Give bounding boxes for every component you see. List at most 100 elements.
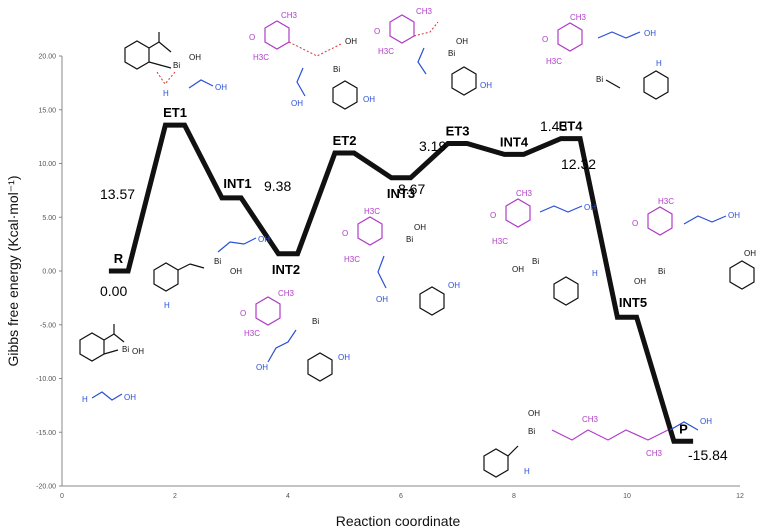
atom-h-4: H [164, 301, 170, 310]
x-tick-label: 12 [736, 493, 744, 500]
state-label-int3: INT3 [387, 186, 415, 201]
atom-oh-14: OH [338, 353, 350, 362]
atom-h3c-8: H3C [658, 197, 674, 206]
atom-bi-9: Bi [532, 257, 539, 266]
atom-bi-10: Bi [658, 267, 665, 276]
molecule-int1-top: O CH3 H3C Bi OH OH OH [249, 11, 375, 110]
atom-bi-7: Bi [312, 317, 319, 326]
atom-oh-1: OH [132, 347, 144, 356]
energy-value-labels: 0.00 13.57 9.38 8.67 3.19 1.43 12.32 -15… [100, 118, 728, 463]
state-label-int2: INT2 [272, 262, 300, 277]
y-axis-label: Gibbs free energy (Kcal·mol⁻¹) [5, 175, 21, 366]
atom-o-5: O [342, 229, 348, 238]
atom-oh-13: OH [256, 363, 268, 372]
atom-oh-20: OH [728, 211, 740, 220]
y-tick-label: -10.00 [36, 376, 56, 383]
atom-oh-10: OH [644, 29, 656, 38]
atom-ch3-7: CH3 [646, 449, 663, 458]
atom-bi-8: Bi [406, 235, 413, 244]
x-tick-label: 0 [60, 493, 64, 500]
atom-o-4: O [240, 309, 246, 318]
atom-oh-11: OH [230, 267, 242, 276]
atom-bi-2: Bi [173, 61, 180, 70]
atom-o-1: O [249, 33, 255, 42]
x-tick-label: 4 [286, 493, 290, 500]
atom-ch3-5: CH3 [516, 189, 533, 198]
atom-h-6: H [524, 467, 530, 476]
y-tick-label: 15.00 [38, 107, 56, 114]
molecule-et2-top: O CH3 H3C Bi OH OH [374, 7, 492, 96]
molecule-int3-lower: O H3C H3C Bi OH OH OH [342, 207, 460, 316]
atom-h-5: H [592, 269, 598, 278]
molecule-et1: Bi OH H OH [124, 32, 227, 98]
y-tick-label: 10.00 [38, 161, 56, 168]
atom-o-3: O [542, 35, 548, 44]
x-tick-label: 8 [512, 493, 516, 500]
energy-label-et2-et3: 3.19 [419, 138, 446, 154]
atom-ch3-3: CH3 [570, 13, 587, 22]
state-label-int1: INT1 [223, 176, 251, 191]
atom-oh-4: OH [215, 83, 227, 92]
atom-h3c-3: H3C [546, 57, 562, 66]
atom-oh-23: OH [528, 409, 540, 418]
atom-bi-5: Bi [596, 75, 603, 84]
atom-h3c-5: H3C [364, 207, 380, 216]
state-labels: R ET1 INT1 INT2 ET2 INT3 ET3 INT4 ET4 INT5 P [114, 105, 688, 436]
y-tick-label: 20.00 [38, 54, 56, 61]
atom-oh-7: OH [363, 95, 375, 104]
atom-bi-4: Bi [448, 49, 455, 58]
atom-oh-19: OH [512, 265, 524, 274]
atom-h-2: H [163, 89, 169, 98]
atom-oh-5: OH [345, 37, 357, 46]
atom-oh-16: OH [376, 295, 388, 304]
atom-oh-15: OH [414, 223, 426, 232]
atom-h3c-1: H3C [253, 53, 269, 62]
energy-label-p: -15.84 [688, 447, 728, 463]
atom-h-1: H [82, 395, 88, 404]
axes [61, 56, 740, 487]
state-label-r: R [114, 251, 124, 266]
atom-oh-22: OH [744, 249, 756, 258]
state-label-et1: ET1 [163, 105, 187, 120]
atom-oh-12: OH [258, 235, 270, 244]
atom-bi-1: Bi [122, 345, 129, 354]
x-ticks: 0 2 4 6 8 10 12 [60, 493, 744, 500]
atom-h3c-2: H3C [378, 47, 394, 56]
state-label-et4: ET4 [559, 119, 584, 134]
x-tick-label: 10 [623, 493, 631, 500]
y-tick-label: -5.00 [40, 322, 56, 329]
atom-bi-3: Bi [333, 65, 340, 74]
atom-h-3: H [656, 59, 662, 68]
atom-oh-17: OH [448, 281, 460, 290]
y-tick-label: 5.00 [42, 215, 56, 222]
state-label-int5: INT5 [619, 295, 647, 310]
x-tick-label: 6 [399, 493, 403, 500]
energy-profile-line [108, 122, 694, 444]
atom-bi-6: Bi [214, 257, 221, 266]
energy-label-r: 0.00 [100, 283, 127, 299]
energy-label-int4-et4: 1.43 [540, 118, 567, 134]
state-label-et3: ET3 [446, 124, 470, 139]
x-tick-label: 2 [173, 493, 177, 500]
energy-label-int2: 9.38 [264, 178, 291, 194]
atom-ch3-4: CH3 [278, 289, 295, 298]
state-label-et2: ET2 [333, 133, 357, 148]
atom-oh-24: OH [700, 417, 712, 426]
molecule-int2: Bi OH OH H [153, 235, 270, 310]
molecule-int5: O H3C OH Bi OH OH [632, 197, 756, 290]
energy-label-et1: 13.57 [100, 186, 135, 202]
atom-o-6: O [490, 211, 496, 220]
atom-h3c-4: H3C [244, 329, 260, 338]
atom-ch3-6: CH3 [582, 415, 599, 424]
atom-oh-3: OH [189, 53, 201, 62]
molecule-int-lower: O CH3 H3C Bi OH OH [240, 289, 350, 382]
y-ticks: 20.00 15.00 10.00 5.00 0.00 -5.00 -10.00 -15.00… [36, 54, 62, 491]
atom-o-2: O [374, 27, 380, 36]
atom-oh-8: OH [456, 37, 468, 46]
molecule-product: OH Bi CH3 CH3 OH H [483, 409, 712, 478]
atom-oh-18: OH [584, 203, 596, 212]
x-axis-label: Reaction coordinate [336, 513, 461, 529]
atom-o-7: O [632, 219, 638, 228]
atom-oh-2: OH [124, 393, 136, 402]
